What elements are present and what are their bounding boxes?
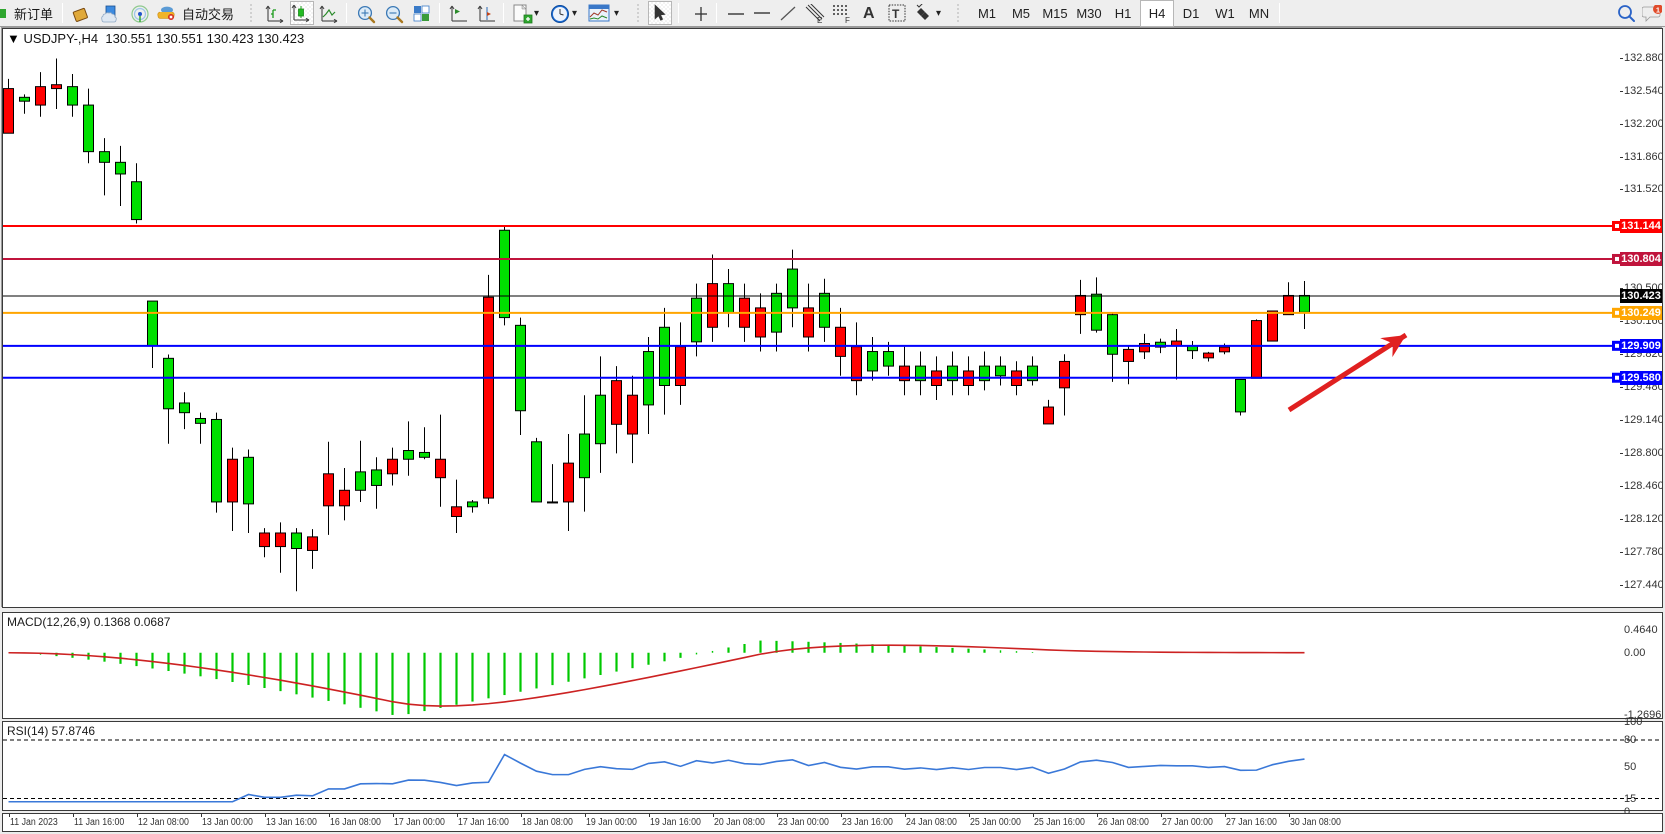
svg-text:E: E [817,16,822,25]
svg-text:1: 1 [1656,5,1660,14]
svg-text:T: T [892,7,900,21]
svg-text:F: F [845,16,850,24]
